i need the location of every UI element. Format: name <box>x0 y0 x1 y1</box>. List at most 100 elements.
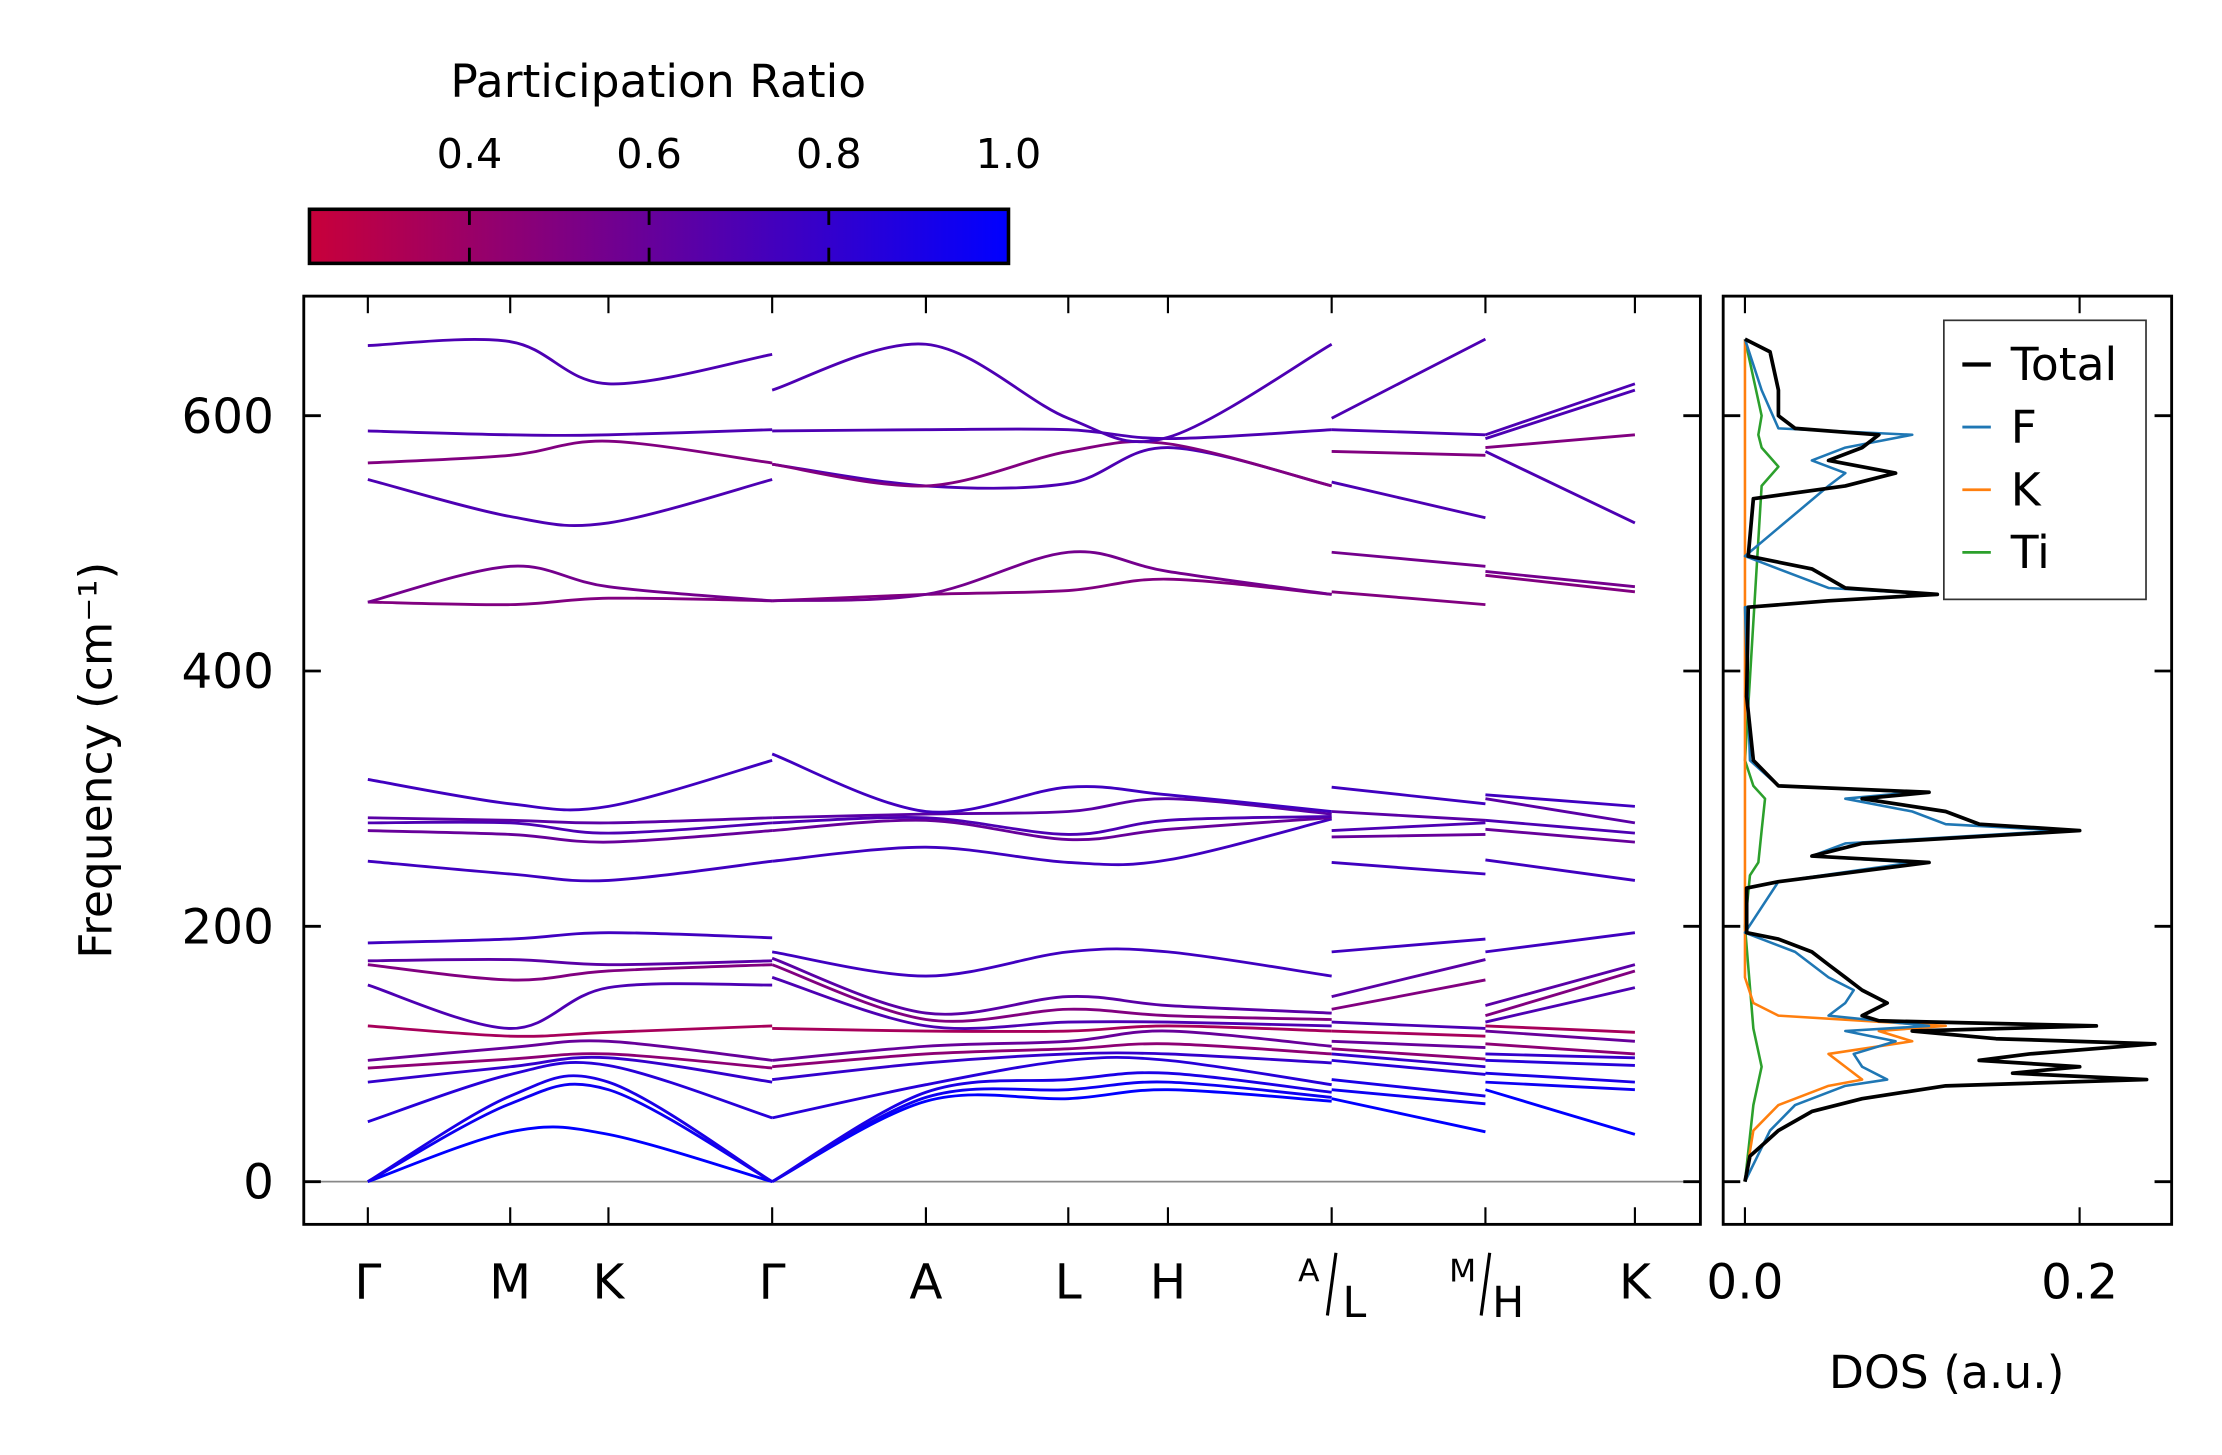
phonon-band <box>1485 858 1636 882</box>
phonon-band <box>771 975 1332 1030</box>
phonon-band <box>367 1074 773 1183</box>
k-label-right: H <box>1492 1278 1524 1328</box>
phonon-band <box>367 1125 773 1184</box>
colorbar-tick-label: 1.0 <box>976 130 1042 178</box>
phonon-band <box>367 816 773 825</box>
phonon-band <box>367 1024 773 1038</box>
phonon-band <box>1485 1024 1635 1034</box>
phonon-band <box>1485 1058 1635 1067</box>
colorbar-tick-label: 0.8 <box>796 130 862 178</box>
phonon-band <box>1331 1052 1486 1069</box>
phonon-band <box>772 1051 1332 1081</box>
phonon-band <box>367 1061 773 1124</box>
dos-ticks: 0.0 0.2 <box>1706 296 2172 1310</box>
phonon-band <box>1331 958 1486 998</box>
phonon-band <box>771 956 1332 1016</box>
k-label-left: A <box>1298 1253 1320 1289</box>
phonon-band <box>367 820 773 835</box>
k-label: H <box>1150 1254 1186 1310</box>
phonon-band <box>772 815 1332 836</box>
phonon-band <box>1485 1042 1636 1056</box>
dos-legend: Total FK Ti <box>1942 319 2147 601</box>
phonon-band <box>1331 337 1487 420</box>
y-tick-label: 200 <box>182 899 274 955</box>
phonon-band <box>1485 797 1636 825</box>
phonon-band <box>772 1042 1332 1069</box>
legend-label: Ti <box>2010 526 2050 579</box>
y-tick-label: 0 <box>243 1155 274 1211</box>
phonon-band <box>771 963 1332 1023</box>
k-label-slash <box>1325 1252 1338 1316</box>
y-tick-label: 600 <box>182 389 274 445</box>
colorbar-gradient <box>307 207 1011 266</box>
phonon-band <box>1331 785 1486 806</box>
colorbar-ticks: 0.4 0.6 0.8 1.0 <box>437 130 1042 264</box>
phonon-band <box>1331 978 1486 1011</box>
dos-line-total <box>1743 337 2157 1183</box>
phonon-band <box>772 816 1332 842</box>
band-structure-axes: 0200400600ΓMKΓALHALA/LMHM/HK Frequency (… <box>70 294 1702 1328</box>
phonon-band <box>771 342 1333 444</box>
phonon-band <box>367 596 773 607</box>
phonon-band <box>367 963 773 982</box>
phonon-band <box>1485 827 1636 844</box>
phonon-band <box>1485 1071 1636 1084</box>
phonon-band <box>771 1071 1332 1183</box>
phonon-band <box>771 752 1332 814</box>
dos-axes: 0.0 0.2 DOS (a.u.) Total FK Ti <box>1706 294 2174 1399</box>
phonon-band <box>367 1082 773 1183</box>
dos-x-label: DOS (a.u.) <box>1829 1346 2065 1399</box>
phonon-band <box>1331 550 1486 568</box>
legend-label: Total <box>2010 338 2117 391</box>
k-label: K <box>1619 1254 1652 1310</box>
dos-x-tick-label: 0.2 <box>2041 1254 2118 1310</box>
phonon-band <box>1485 818 1636 835</box>
phonon-band <box>772 427 1332 441</box>
k-label: A <box>909 1254 942 1310</box>
phonon-band <box>772 797 1332 820</box>
phonon-band <box>1331 1020 1486 1030</box>
phonon-band <box>1485 931 1636 954</box>
phonon-band <box>772 577 1332 603</box>
k-label-left: M <box>1449 1253 1476 1289</box>
phonon-band <box>367 338 773 386</box>
phonon-band <box>367 859 773 883</box>
k-label: Γ <box>354 1254 381 1310</box>
dos-line-ti <box>1743 338 1780 1182</box>
phonon-band <box>1485 1052 1635 1060</box>
phonon-band <box>367 564 773 604</box>
y-axis-label: Frequency (cm⁻¹) <box>70 562 123 959</box>
phonon-band <box>1331 1078 1486 1098</box>
phonon-band <box>1485 570 1636 589</box>
legend-label: K <box>2011 463 2042 516</box>
colorbar-title: Participation Ratio <box>450 55 866 108</box>
phonon-band <box>1331 832 1486 839</box>
phonon-band <box>772 817 1333 867</box>
phonon-band <box>772 550 1332 603</box>
dos-line-k <box>1743 339 1947 1182</box>
phonon-band <box>1485 433 1636 450</box>
phonon-band <box>1485 1029 1636 1043</box>
colorbar-tick-label: 0.6 <box>616 130 682 178</box>
k-label: L <box>1055 1254 1082 1310</box>
k-label-right: L <box>1343 1278 1367 1328</box>
phonon-band <box>1331 1097 1486 1134</box>
phonon-band <box>1484 450 1636 525</box>
k-label: Γ <box>759 1254 786 1310</box>
phonon-band <box>771 1088 1332 1183</box>
band-lines <box>303 337 1701 1184</box>
phonon-band <box>1331 1029 1486 1038</box>
phonon-band <box>1331 861 1486 876</box>
phonon-band <box>1331 480 1486 520</box>
phonon-band <box>1485 986 1636 1024</box>
phonon-band <box>772 1029 1332 1062</box>
phonon-band <box>367 1052 773 1070</box>
phonon-band <box>1331 810 1486 822</box>
phonon-band <box>367 982 773 1030</box>
dos-axes-frame <box>1721 294 2174 1226</box>
phonon-band <box>1331 937 1486 954</box>
phonon-band <box>1484 388 1636 440</box>
phonon-band <box>1331 1047 1486 1061</box>
main-ticks: 0200400600ΓMKΓALHALA/LMHM/HK <box>182 296 1701 1328</box>
